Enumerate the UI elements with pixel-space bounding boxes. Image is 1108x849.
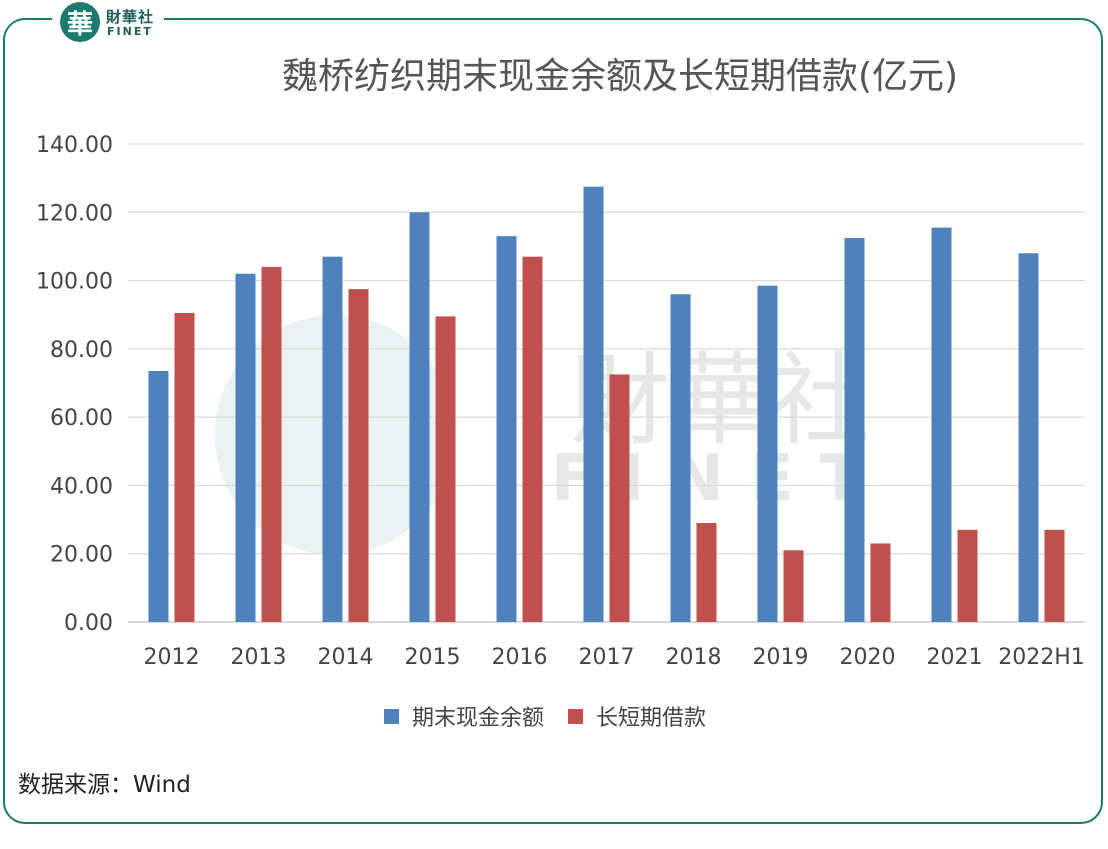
bar-borrowings-2022H1 bbox=[1044, 529, 1065, 622]
brand-name-en: FINET bbox=[107, 25, 153, 38]
x-tick-label: 2016 bbox=[492, 645, 548, 670]
x-tick-label: 2022H1 bbox=[998, 645, 1085, 670]
brand-logo: 華 財華社 FINET bbox=[52, 0, 164, 46]
bar-cash-2013 bbox=[235, 273, 256, 622]
y-tick-label: 40.00 bbox=[50, 474, 113, 499]
bar-cash-2016 bbox=[496, 236, 517, 622]
chart-frame bbox=[3, 18, 1103, 824]
x-tick-label: 2018 bbox=[666, 645, 722, 670]
bar-cash-2020 bbox=[844, 237, 865, 622]
bar-cash-2021 bbox=[931, 227, 952, 622]
legend-swatch bbox=[384, 709, 399, 724]
bar-borrowings-2020 bbox=[870, 543, 891, 622]
finet-logo-icon: 華 bbox=[60, 2, 100, 42]
bar-cash-2017 bbox=[583, 186, 604, 622]
bars bbox=[148, 186, 1065, 623]
bar-borrowings-2013 bbox=[261, 266, 282, 622]
x-tick-label: 2012 bbox=[144, 645, 200, 670]
bar-cash-2012 bbox=[148, 371, 169, 622]
x-tick-label: 2015 bbox=[405, 645, 461, 670]
y-tick-label: 120.00 bbox=[36, 201, 113, 226]
chart-title: 魏桥纺织期末现金余额及长短期借款(亿元) bbox=[282, 56, 958, 97]
x-tick-label: 2013 bbox=[231, 645, 287, 670]
y-tick-label: 0.00 bbox=[64, 611, 113, 636]
x-axis: 2012 2013 2014 2015 2016 2017 2018 2019 2020 2021… bbox=[144, 645, 1085, 670]
x-tick-label: 2019 bbox=[753, 645, 809, 670]
y-axis: 0.00 20.00 40.00 60.00 80.00 100.00 120.00 140.… bbox=[36, 133, 113, 636]
grid-lines bbox=[128, 143, 1085, 623]
watermark: 財華社 FINET bbox=[215, 315, 870, 555]
legend: 期末现金余额 长短期借款 bbox=[384, 706, 706, 731]
bar-borrowings-2012 bbox=[174, 313, 195, 622]
bar-borrowings-2019 bbox=[783, 550, 804, 622]
brand-name-cn: 財華社 bbox=[106, 8, 155, 26]
bar-borrowings-2015 bbox=[435, 316, 456, 622]
bar-cash-2018 bbox=[670, 294, 691, 622]
y-tick-label: 20.00 bbox=[50, 543, 113, 568]
bar-borrowings-2018 bbox=[696, 522, 717, 622]
bar-cash-2022H1 bbox=[1018, 253, 1039, 622]
x-tick-label: 2014 bbox=[318, 645, 374, 670]
bar-borrowings-2021 bbox=[957, 529, 978, 622]
y-tick-label: 60.00 bbox=[50, 406, 113, 431]
x-tick-label: 2020 bbox=[840, 645, 896, 670]
x-tick-label: 2021 bbox=[927, 645, 983, 670]
bar-borrowings-2014 bbox=[348, 289, 369, 622]
y-tick-label: 80.00 bbox=[50, 338, 113, 363]
y-tick-label: 140.00 bbox=[36, 133, 113, 158]
source-note: 数据来源：Wind bbox=[18, 772, 191, 798]
bar-cash-2019 bbox=[757, 285, 778, 622]
bar-cash-2015 bbox=[409, 212, 430, 623]
bar-cash-2014 bbox=[322, 256, 343, 622]
legend-label: 长短期借款 bbox=[596, 706, 706, 731]
legend-label: 期末现金余额 bbox=[412, 706, 544, 731]
y-tick-label: 100.00 bbox=[36, 270, 113, 295]
bar-borrowings-2016 bbox=[522, 256, 543, 622]
bar-borrowings-2017 bbox=[609, 374, 630, 622]
x-tick-label: 2017 bbox=[579, 645, 635, 670]
legend-swatch bbox=[568, 709, 584, 724]
